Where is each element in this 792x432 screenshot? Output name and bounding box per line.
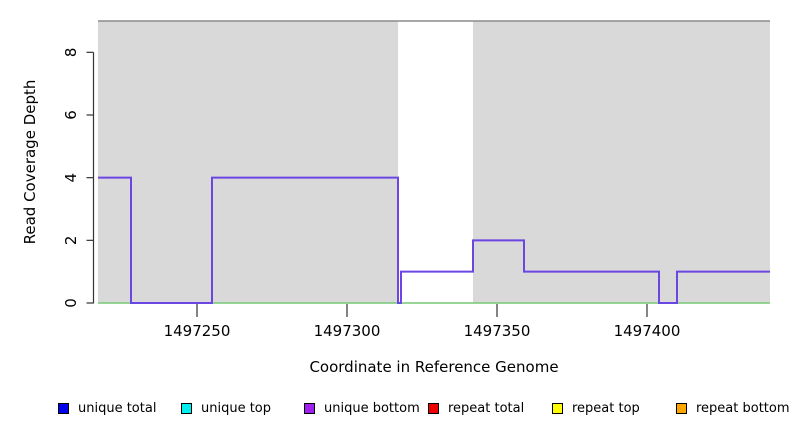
coverage-step-line [98, 176, 770, 304]
legend-label: unique bottom [324, 400, 420, 416]
y-axis-title: Read Coverage Depth [21, 80, 39, 245]
legend-item: unique total [58, 398, 156, 418]
y-axis-tick-label: 6 [62, 110, 80, 120]
y-axis-tick-label: 8 [62, 48, 80, 58]
legend-label: repeat total [448, 400, 525, 416]
legend-swatch-repeat-bottom [676, 402, 687, 414]
y-axis-tick-label: 2 [62, 236, 80, 246]
legend-item: unique top [181, 398, 271, 418]
x-axis-tick-label: 1497400 [614, 322, 681, 340]
legend-item: repeat top [552, 398, 640, 418]
plot-legend: unique total unique top unique bottom repea… [0, 398, 792, 422]
legend-item: unique bottom [304, 398, 420, 418]
x-axis-tick-label: 1497350 [464, 322, 531, 340]
legend-label: repeat top [572, 400, 640, 416]
shaded-region [98, 21, 398, 304]
x-axis-tick-label: 1497300 [314, 322, 381, 340]
legend-label: unique total [78, 400, 157, 416]
legend-swatch-unique-bottom [304, 402, 315, 414]
legend-item: repeat total [428, 398, 524, 418]
shaded-region [473, 21, 770, 304]
legend-label: unique top [201, 400, 272, 416]
legend-swatch-unique-top [181, 402, 192, 414]
y-axis-tick-label: 0 [62, 298, 80, 308]
legend-swatch-repeat-top [552, 402, 563, 414]
legend-swatch-repeat-total [428, 402, 439, 414]
x-axis-title: Coordinate in Reference Genome [309, 358, 558, 376]
legend-swatch-unique-total [58, 402, 69, 414]
legend-label: repeat bottom [696, 400, 790, 416]
legend-item: repeat bottom [676, 398, 790, 418]
x-axis-tick-label: 1497250 [164, 322, 231, 340]
y-axis-tick-label: 4 [62, 173, 80, 183]
